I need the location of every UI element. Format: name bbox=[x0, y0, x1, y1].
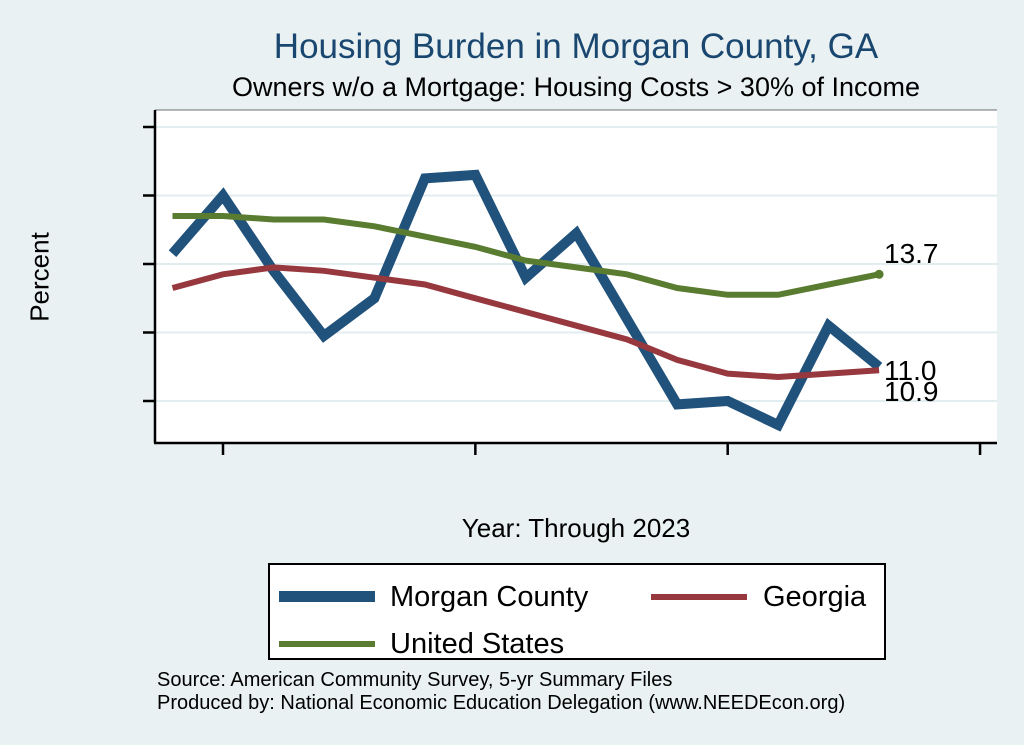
legend-label-georgia: Georgia bbox=[763, 581, 867, 613]
chart-subtitle: Owners w/o a Mortgage: Housing Costs > 3… bbox=[231, 72, 921, 102]
end-label-morgan-county: 11.0 bbox=[884, 354, 937, 386]
end-label-united-states: 13.7 bbox=[884, 238, 939, 270]
legend-label-morgan-county: Morgan County bbox=[390, 581, 589, 613]
chart-title: Housing Burden in Morgan County, GA bbox=[273, 27, 879, 66]
legend-label-united-states: United States bbox=[390, 628, 565, 660]
series-line-united-states bbox=[172, 213, 880, 298]
x-axis-title: Year: Through 2023 bbox=[461, 513, 691, 543]
y-axis-title: Percent bbox=[24, 232, 55, 322]
series-line-georgia bbox=[171, 264, 880, 381]
footer-produced-by: Produced by: National Economic Education… bbox=[157, 691, 846, 714]
chart-canvas: 101214161810152025 bbox=[103, 109, 997, 492]
end-label-georgia: 10.9 bbox=[884, 376, 939, 408]
series-end-marker-united-states bbox=[874, 269, 884, 279]
footer-source: Source: American Community Survey, 5-yr … bbox=[157, 669, 673, 691]
series-line-morgan-county bbox=[168, 169, 883, 432]
footer: Source: American Community Survey, 5-yr … bbox=[157, 669, 845, 714]
legend-swatch-morgan-county bbox=[279, 591, 375, 602]
legend-swatch-united-states bbox=[279, 641, 375, 647]
plot-area: 101214161810152025 bbox=[103, 100, 1010, 492]
legend: Morgan County Georgia United States bbox=[268, 563, 886, 660]
legend-swatch-georgia bbox=[651, 594, 747, 600]
